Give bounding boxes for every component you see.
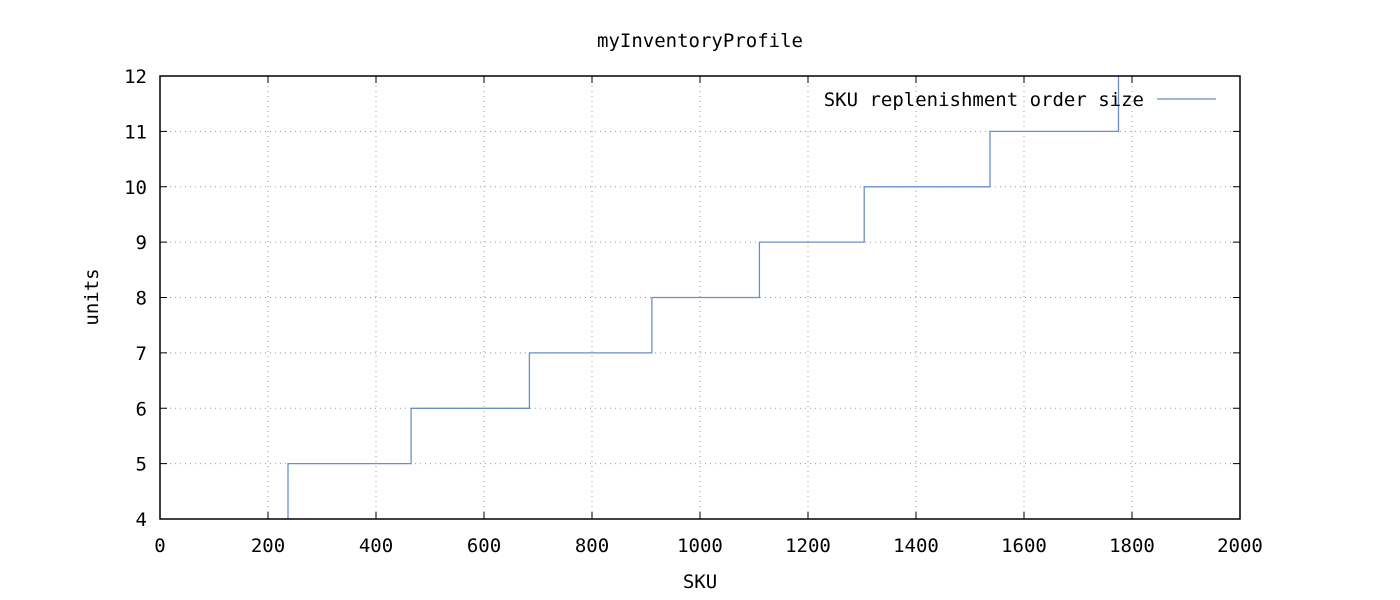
y-tick-label: 6: [136, 398, 147, 420]
legend: SKU replenishment order size: [824, 89, 1216, 111]
y-tick-label: 9: [136, 232, 147, 254]
plot-frame: [159, 75, 1241, 520]
legend-label: SKU replenishment order size: [824, 89, 1144, 111]
y-tick-label: 7: [136, 343, 147, 365]
grid-layer: [160, 76, 1240, 519]
series-line-0: [287, 76, 1120, 519]
x-tick-label: 600: [467, 535, 501, 557]
x-tick-label: 800: [575, 535, 609, 557]
labels-layer: 0 200 400 600 800 1000 1200 1400 1600 1800 2000 4 5 6…: [124, 66, 1263, 557]
y-tick-label: 10: [124, 177, 147, 199]
x-tick-label: 200: [251, 535, 285, 557]
x-axis-title: SKU: [683, 571, 717, 593]
y-axis-title: units: [81, 268, 103, 325]
chart-title: myInventoryProfile: [597, 30, 803, 52]
y-tick-label: 5: [136, 454, 147, 476]
x-tick-label: 1400: [893, 535, 939, 557]
x-tick-label: 2000: [1217, 535, 1263, 557]
series-layer: [287, 76, 1120, 519]
x-tick-label: 1000: [677, 535, 723, 557]
y-tick-label: 4: [136, 509, 147, 531]
x-tick-label: 1800: [1109, 535, 1155, 557]
x-tick-label: 0: [154, 535, 165, 557]
y-tick-label: 12: [124, 66, 147, 88]
x-tick-label: 1200: [785, 535, 831, 557]
x-tick-label: 1600: [1001, 535, 1047, 557]
x-tick-label: 400: [359, 535, 393, 557]
y-tick-label: 11: [124, 121, 147, 143]
y-tick-label: 8: [136, 288, 147, 310]
